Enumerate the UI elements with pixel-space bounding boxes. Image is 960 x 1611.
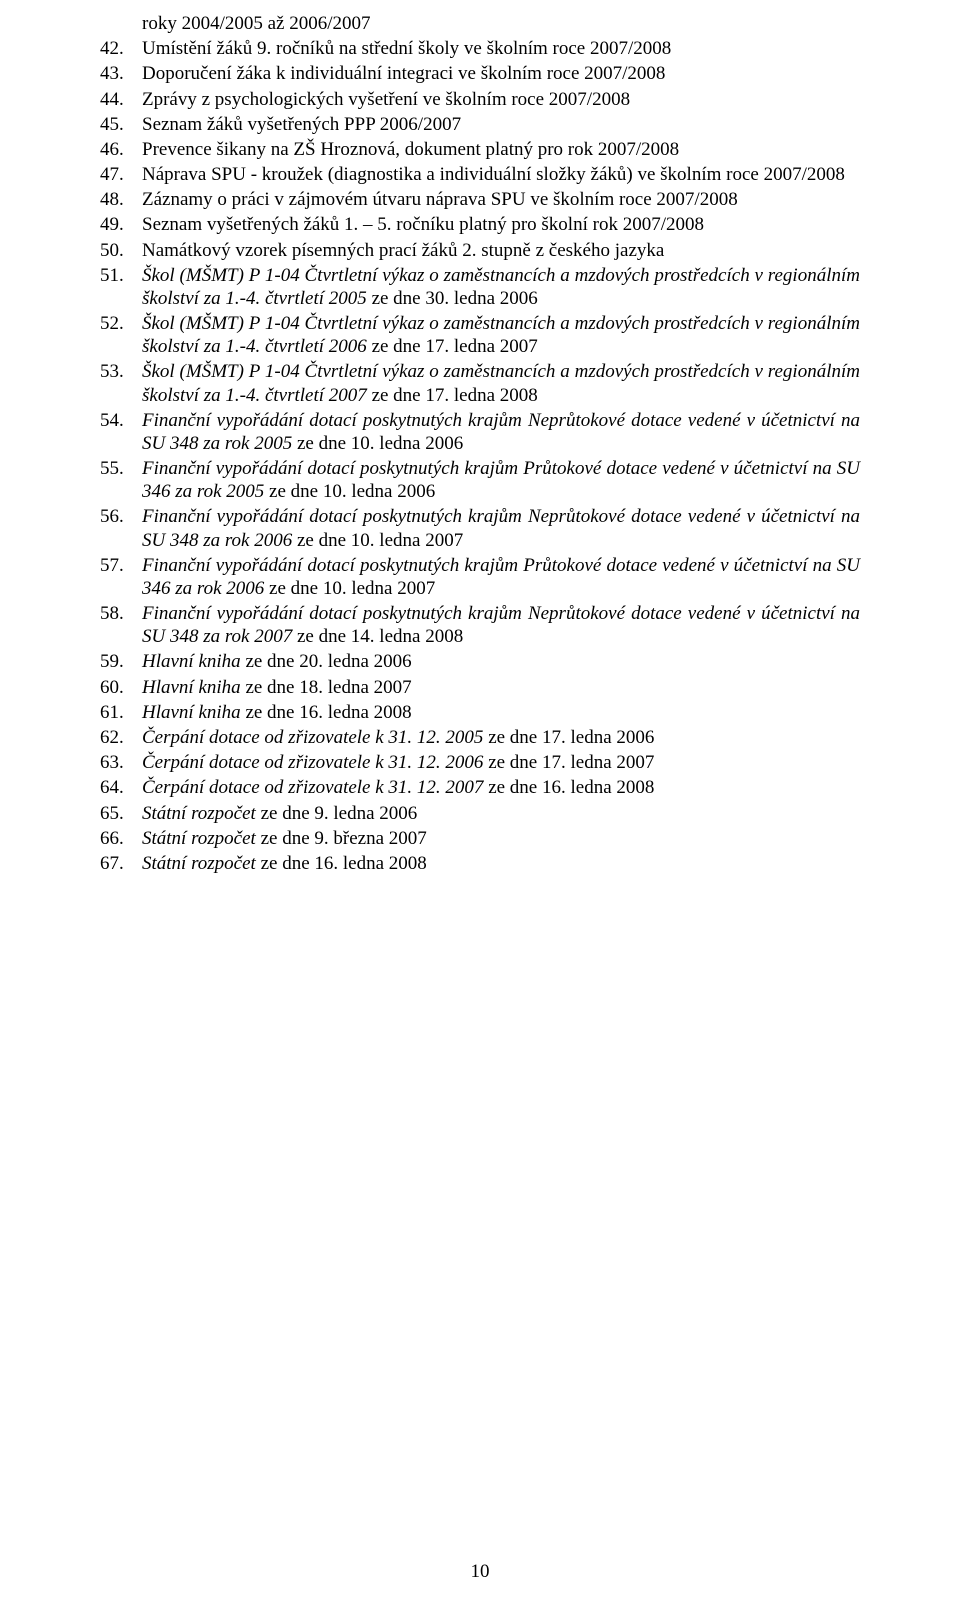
list-item: Finanční vypořádání dotací poskytnutých … xyxy=(100,505,860,551)
list-item: Škol (MŠMT) P 1-04 Čtvrtletní výkaz o za… xyxy=(100,360,860,406)
list-item-text: Hlavní kniha xyxy=(142,651,245,672)
list-item: Čerpání dotace od zřizovatele k 31. 12. … xyxy=(100,776,860,799)
list-item: Škol (MŠMT) P 1-04 Čtvrtletní výkaz o za… xyxy=(100,312,860,358)
list-item-text: Náprava SPU - kroužek (diagnostika a ind… xyxy=(142,164,845,185)
list-item-text: ze dne 17. ledna 2007 xyxy=(372,336,538,357)
list-item-text: ze dne 30. ledna 2006 xyxy=(372,288,538,309)
list-item-text: Prevence šikany na ZŠ Hroznová, dokument… xyxy=(142,139,679,160)
list-item: Zprávy z psychologických vyšetření ve šk… xyxy=(100,88,860,111)
list-item-text: Finanční vypořádání dotací poskytnutých … xyxy=(142,555,860,599)
list-item-text: Finanční vypořádání dotací poskytnutých … xyxy=(142,410,860,454)
list-item-text: Hlavní kniha xyxy=(142,677,245,698)
list-item-text: Hlavní kniha xyxy=(142,702,245,723)
page-number: 10 xyxy=(0,1560,960,1583)
list-item: Finanční vypořádání dotací poskytnutých … xyxy=(100,554,860,600)
list-item-text: ze dne 16. ledna 2008 xyxy=(488,777,654,798)
list-item-text: Státní rozpočet xyxy=(142,853,261,874)
list-item-text: Umístění žáků 9. ročníků na střední škol… xyxy=(142,38,671,59)
list-item-text: ze dne 10. ledna 2007 xyxy=(269,578,435,599)
list-item: Náprava SPU - kroužek (diagnostika a ind… xyxy=(100,163,860,186)
list-item-text: ze dne 10. ledna 2006 xyxy=(269,481,435,502)
list-item-text: ze dne 9. března 2007 xyxy=(261,828,427,849)
list-item-text: ze dne 17. ledna 2007 xyxy=(488,752,654,773)
list-item-text: Záznamy o práci v zájmovém útvaru náprav… xyxy=(142,189,738,210)
list-item: Záznamy o práci v zájmovém útvaru náprav… xyxy=(100,188,860,211)
list-item-text: ze dne 9. ledna 2006 xyxy=(261,803,418,824)
list-item-text: Namátkový vzorek písemných prací žáků 2.… xyxy=(142,240,664,261)
list-item-text: Čerpání dotace od zřizovatele k 31. 12. … xyxy=(142,777,488,798)
continuation-line: roky 2004/2005 až 2006/2007 xyxy=(100,12,860,35)
list-item-text: Seznam žáků vyšetřených PPP 2006/2007 xyxy=(142,114,461,135)
list-item-text: ze dne 16. ledna 2008 xyxy=(245,702,411,723)
list-item-text: Státní rozpočet xyxy=(142,828,261,849)
list-item: Státní rozpočet ze dne 9. března 2007 xyxy=(100,827,860,850)
list-item: Seznam vyšetřených žáků 1. – 5. ročníku … xyxy=(100,213,860,236)
list-item: Finanční vypořádání dotací poskytnutých … xyxy=(100,409,860,455)
numbered-list: Umístění žáků 9. ročníků na střední škol… xyxy=(100,37,860,875)
list-item: Umístění žáků 9. ročníků na střední škol… xyxy=(100,37,860,60)
list-item-text: ze dne 14. ledna 2008 xyxy=(297,626,463,647)
list-item-text: ze dne 18. ledna 2007 xyxy=(245,677,411,698)
list-item: Čerpání dotace od zřizovatele k 31. 12. … xyxy=(100,751,860,774)
list-item-text: Finanční vypořádání dotací poskytnutých … xyxy=(142,603,860,647)
list-item: Doporučení žáka k individuální integraci… xyxy=(100,62,860,85)
list-item-text: Čerpání dotace od zřizovatele k 31. 12. … xyxy=(142,752,488,773)
list-item: Finanční vypořádání dotací poskytnutých … xyxy=(100,602,860,648)
list-item-text: Finanční vypořádání dotací poskytnutých … xyxy=(142,458,860,502)
list-item-text: ze dne 10. ledna 2006 xyxy=(297,433,463,454)
list-item-text: ze dne 17. ledna 2006 xyxy=(488,727,654,748)
list-item-text: ze dne 16. ledna 2008 xyxy=(261,853,427,874)
list-item: Seznam žáků vyšetřených PPP 2006/2007 xyxy=(100,113,860,136)
list-item: Hlavní kniha ze dne 16. ledna 2008 xyxy=(100,701,860,724)
list-item: Čerpání dotace od zřizovatele k 31. 12. … xyxy=(100,726,860,749)
list-item-text: Státní rozpočet xyxy=(142,803,261,824)
list-item-text: ze dne 17. ledna 2008 xyxy=(372,385,538,406)
list-item-text: ze dne 10. ledna 2007 xyxy=(297,530,463,551)
list-item-text: Zprávy z psychologických vyšetření ve šk… xyxy=(142,89,630,110)
list-item-text: Čerpání dotace od zřizovatele k 31. 12. … xyxy=(142,727,488,748)
list-item: Finanční vypořádání dotací poskytnutých … xyxy=(100,457,860,503)
list-item-text: ze dne 20. ledna 2006 xyxy=(245,651,411,672)
list-item: Státní rozpočet ze dne 16. ledna 2008 xyxy=(100,852,860,875)
list-item-text: Doporučení žáka k individuální integraci… xyxy=(142,63,665,84)
list-item: Hlavní kniha ze dne 20. ledna 2006 xyxy=(100,650,860,673)
list-item: Prevence šikany na ZŠ Hroznová, dokument… xyxy=(100,138,860,161)
list-item-text: Finanční vypořádání dotací poskytnutých … xyxy=(142,506,860,550)
list-item: Namátkový vzorek písemných prací žáků 2.… xyxy=(100,239,860,262)
list-item: Škol (MŠMT) P 1-04 Čtvrtletní výkaz o za… xyxy=(100,264,860,310)
list-item-text: Seznam vyšetřených žáků 1. – 5. ročníku … xyxy=(142,214,704,235)
list-item: Hlavní kniha ze dne 18. ledna 2007 xyxy=(100,676,860,699)
list-item: Státní rozpočet ze dne 9. ledna 2006 xyxy=(100,802,860,825)
